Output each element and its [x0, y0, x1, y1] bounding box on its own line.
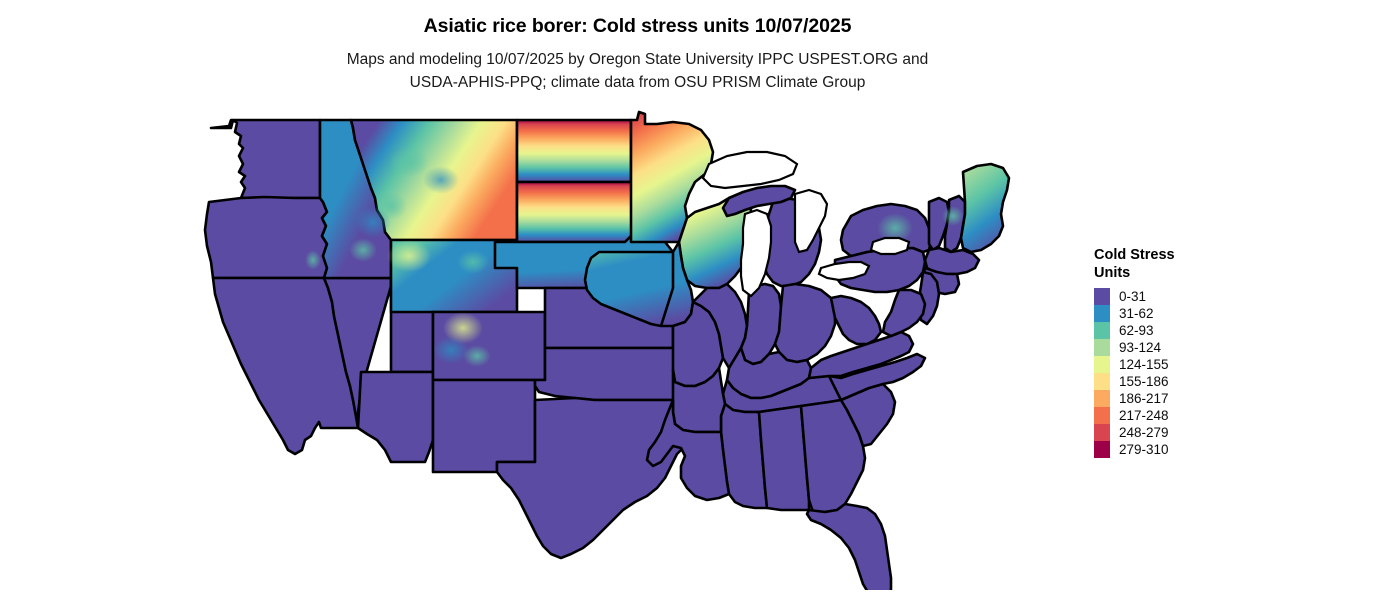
- coldspot-wyoming-3: [457, 250, 489, 274]
- map-subtitle: Maps and modeling 10/07/2025 by Oregon S…: [0, 49, 1275, 94]
- coldspot-montana-2: [423, 166, 459, 194]
- legend-item[interactable]: 217-248: [1094, 407, 1284, 425]
- state-washington: [209, 118, 322, 200]
- state-virginia: [807, 330, 915, 380]
- coldspot-idaho-2: [375, 192, 407, 220]
- state-ohio: [773, 282, 837, 364]
- legend-item-label: 31-62: [1119, 306, 1154, 322]
- legend-item-label: 279-310: [1119, 442, 1169, 458]
- legend-item[interactable]: 0-31: [1094, 288, 1284, 306]
- coldspot-colorado-3: [463, 345, 491, 367]
- subtitle-line-2: USDA-APHIS-PPQ; climate data from OSU PR…: [409, 73, 866, 91]
- upper-midwest-states: [583, 110, 753, 328]
- legend-item[interactable]: 279-310: [1094, 441, 1284, 459]
- legend-color-swatch: [1094, 407, 1110, 425]
- title-block: Asiatic rice borer: Cold stress units 10…: [0, 15, 1275, 94]
- legend-item[interactable]: 93-124: [1094, 339, 1284, 357]
- legend-item[interactable]: 124-155: [1094, 356, 1284, 374]
- legend-color-swatch: [1094, 441, 1110, 459]
- eastern-states: [645, 162, 1011, 590]
- legend-color-swatch: [1094, 288, 1110, 306]
- state-texas: [495, 396, 693, 560]
- legend-item[interactable]: 31-62: [1094, 305, 1284, 323]
- lake-erie: [817, 260, 871, 282]
- legend-color-swatch: [1094, 356, 1110, 374]
- legend-item-list: 0-31 31-62 62-93 93-124 124-155 155-186 186-21…: [1094, 288, 1284, 459]
- legend-color-swatch: [1094, 373, 1110, 391]
- coldspot-cascades: [305, 250, 321, 270]
- legend-color-swatch: [1094, 424, 1110, 442]
- legend-color-swatch: [1094, 339, 1110, 357]
- legend-color-swatch: [1094, 322, 1110, 340]
- coldspot-adirondacks: [877, 213, 913, 243]
- state-north-carolina: [827, 352, 927, 402]
- legend-color-swatch: [1094, 305, 1110, 323]
- legend-item[interactable]: 155-186: [1094, 373, 1284, 391]
- legend-item-label: 217-248: [1119, 408, 1169, 424]
- legend-title: Cold Stress Units: [1094, 246, 1204, 282]
- legend-item[interactable]: 62-93: [1094, 322, 1284, 340]
- legend-item-label: 248-279: [1119, 425, 1169, 441]
- coldspot-wyoming-2: [423, 256, 459, 284]
- mountain-cold-spots: [305, 147, 964, 367]
- state-west-virginia: [829, 294, 883, 346]
- legend-item-label: 124-155: [1119, 357, 1169, 373]
- state-new-mexico: [431, 378, 537, 474]
- state-florida: [805, 502, 893, 590]
- state-maryland: [881, 288, 927, 338]
- great-lakes: [701, 150, 911, 298]
- state-michigan-upper: [721, 184, 797, 218]
- lake-huron: [793, 188, 829, 254]
- subtitle-line-1: Maps and modeling 10/07/2025 by Oregon S…: [346, 51, 929, 69]
- page-title: Asiatic rice borer: Cold stress units 10…: [423, 15, 852, 37]
- coldspot-wyoming-1: [387, 240, 431, 272]
- legend-item-label: 155-186: [1119, 374, 1169, 390]
- map-legend: Cold Stress Units 0-31 31-62 62-93 93-124 12…: [1094, 246, 1284, 459]
- coldspot-idaho-3: [349, 238, 377, 262]
- legend-item[interactable]: 248-279: [1094, 424, 1284, 442]
- state-oklahoma: [533, 346, 685, 402]
- legend-item[interactable]: 186-217: [1094, 390, 1284, 408]
- lake-superior: [701, 150, 799, 190]
- state-south-dakota: [515, 180, 649, 244]
- state-louisiana: [645, 398, 731, 502]
- legend-item-label: 93-124: [1119, 340, 1162, 356]
- coldspot-white-mountains: [942, 206, 964, 226]
- coldspot-colorado-1: [443, 312, 483, 344]
- lake-michigan: [739, 208, 773, 298]
- state-arizona: [356, 370, 435, 464]
- us-map-svg: [203, 110, 1011, 590]
- western-states: [203, 118, 547, 474]
- legend-item-label: 0-31: [1119, 289, 1147, 305]
- legend-item-label: 186-217: [1119, 391, 1169, 407]
- legend-title-line-2: Units: [1094, 265, 1131, 282]
- lake-ontario: [869, 236, 911, 256]
- state-alabama: [757, 404, 811, 512]
- choropleth-map: [195, 110, 1085, 590]
- legend-color-swatch: [1094, 390, 1110, 408]
- legend-item-label: 62-93: [1119, 323, 1154, 339]
- state-north-dakota: [515, 118, 633, 184]
- state-maine: [959, 162, 1011, 254]
- legend-title-line-1: Cold Stress: [1094, 247, 1175, 263]
- coldspot-montana-1: [389, 147, 429, 177]
- coldspot-colorado-2: [433, 336, 469, 364]
